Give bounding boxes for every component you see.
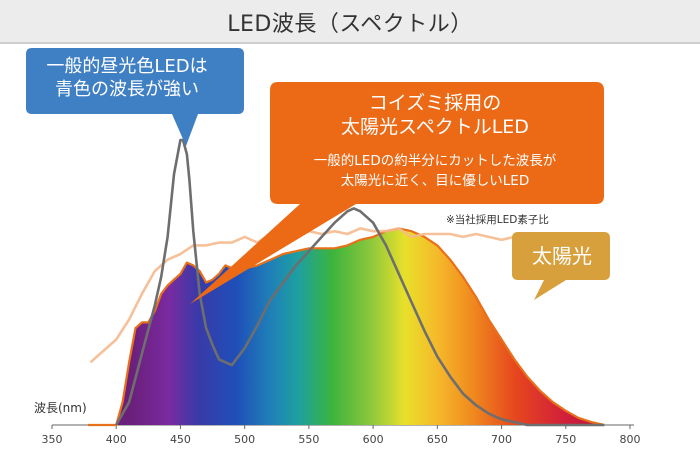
- x-axis-label: 波長(nm): [34, 401, 87, 415]
- general-led-spectrum-line: [115, 138, 605, 427]
- chart-title: LED波長（スペクトル）: [227, 12, 473, 37]
- x-tick-label-750: 750: [555, 433, 576, 446]
- x-tick-label-450: 450: [170, 433, 191, 446]
- koizumi-led-callout-subtext: 一般的LEDの約半分にカットした波長が 太陽光に近く、目に優しいLED: [270, 152, 600, 191]
- title-bar: [0, 0, 700, 44]
- general-led-callout-line1: 一般的昼光色LEDは: [46, 56, 208, 77]
- x-tick-label-350: 350: [42, 433, 63, 446]
- koizumi-led-callout-line2: 太陽光スペクトルLED: [341, 115, 529, 138]
- general-led-callout: [26, 48, 244, 146]
- footnote: ※当社採用LED素子比: [446, 214, 549, 226]
- koizumi-led-callout-heading: コイズミ採用の 太陽光スペクトルLED: [270, 92, 600, 140]
- koizumi-led-callout-sub2: 太陽光に近く、目に優しいLED: [340, 172, 530, 189]
- sunlight-callout: [512, 232, 610, 300]
- x-tick-label-400: 400: [106, 433, 127, 446]
- x-axis: 350 400 450 500 550 600 650 700 750 800: [42, 424, 641, 446]
- general-led-callout-text: 一般的昼光色LEDは 青色の波長が強い: [22, 56, 232, 101]
- koizumi-led-spectrum-area: [88, 228, 605, 425]
- general-led-callout-line2: 青色の波長が強い: [55, 78, 199, 100]
- x-tick-label-550: 550: [298, 433, 319, 446]
- x-tick-label-800: 800: [620, 433, 641, 446]
- koizumi-led-spectrum-outline: [88, 227, 605, 427]
- x-tick-label-500: 500: [234, 433, 255, 446]
- x-tick-label-700: 700: [491, 433, 512, 446]
- title-divider: [0, 42, 700, 44]
- x-tick-label-600: 600: [363, 433, 384, 446]
- x-tick-label-650: 650: [427, 433, 448, 446]
- koizumi-led-callout: [190, 82, 604, 304]
- koizumi-led-callout-sub1: 一般的LEDの約半分にカットした波長が: [313, 153, 557, 169]
- koizumi-led-callout-line1: コイズミ採用の: [368, 92, 502, 114]
- sunlight-callout-text: 太陽光: [532, 244, 592, 268]
